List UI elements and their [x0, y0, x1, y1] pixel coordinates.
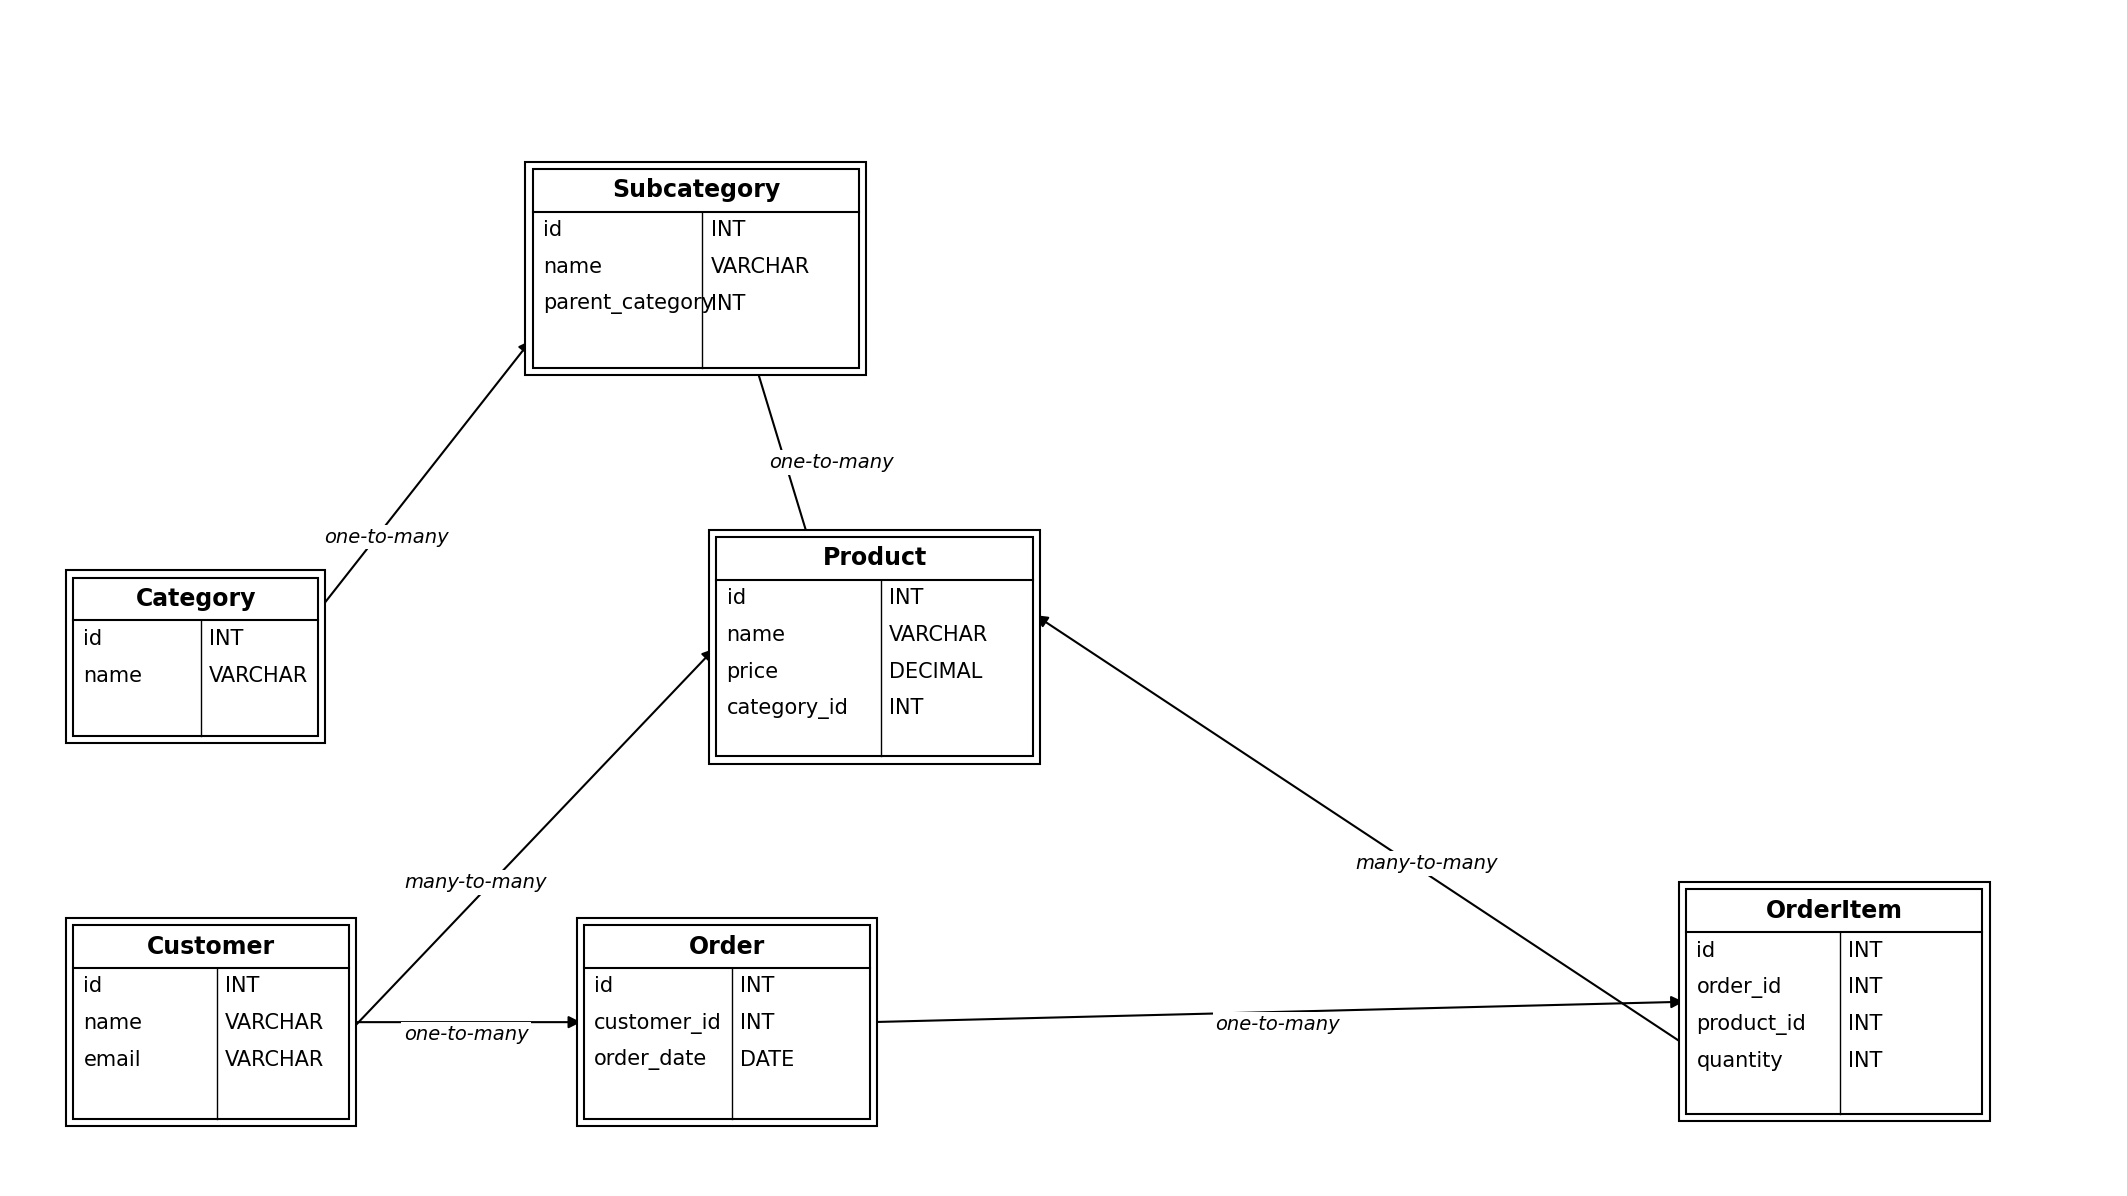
Text: id: id — [727, 588, 747, 608]
Text: one-to-many: one-to-many — [770, 453, 893, 472]
Text: Category: Category — [136, 587, 255, 611]
Bar — [72, 925, 349, 1119]
Text: id: id — [83, 976, 102, 996]
Bar — [583, 925, 870, 1119]
Text: product_id: product_id — [1697, 1014, 1806, 1035]
Text: DATE: DATE — [740, 1050, 795, 1070]
Text: INT: INT — [1848, 1014, 1882, 1035]
Bar — [72, 578, 319, 736]
Text: INT: INT — [710, 294, 744, 313]
Text: one-to-many: one-to-many — [404, 1025, 527, 1044]
Text: one-to-many: one-to-many — [323, 527, 449, 547]
Text: VARCHAR: VARCHAR — [225, 1013, 323, 1033]
Bar — [66, 917, 355, 1127]
Text: quantity: quantity — [1697, 1051, 1782, 1070]
Text: parent_category: parent_category — [542, 294, 715, 313]
Text: Product: Product — [823, 547, 927, 570]
Text: INT: INT — [710, 220, 744, 240]
Text: id: id — [593, 976, 613, 996]
Text: INT: INT — [889, 588, 923, 608]
Bar — [717, 537, 1034, 756]
Text: VARCHAR: VARCHAR — [225, 1050, 323, 1070]
Text: customer_id: customer_id — [593, 1013, 721, 1033]
Text: VARCHAR: VARCHAR — [889, 624, 989, 645]
Text: many-to-many: many-to-many — [404, 873, 547, 892]
Text: INT: INT — [1848, 940, 1882, 960]
Text: INT: INT — [740, 976, 774, 996]
Bar — [532, 169, 859, 368]
Text: many-to-many: many-to-many — [1355, 854, 1497, 873]
Text: Customer: Customer — [147, 934, 274, 958]
Text: VARCHAR: VARCHAR — [208, 666, 308, 685]
Text: INT: INT — [1848, 1051, 1882, 1070]
Text: INT: INT — [1848, 977, 1882, 997]
Text: name: name — [83, 1013, 143, 1033]
Text: VARCHAR: VARCHAR — [710, 257, 810, 276]
Text: price: price — [727, 661, 778, 682]
Bar — [1687, 890, 1982, 1115]
Bar — [1678, 883, 1989, 1122]
Bar — [708, 530, 1040, 763]
Text: id: id — [542, 220, 562, 240]
Bar — [525, 161, 866, 376]
Text: INT: INT — [889, 698, 923, 719]
Text: name: name — [542, 257, 602, 276]
Text: order_date: order_date — [593, 1049, 706, 1070]
Text: Subcategory: Subcategory — [613, 178, 781, 202]
Text: id: id — [83, 629, 102, 649]
Text: email: email — [83, 1050, 140, 1070]
Text: Order: Order — [689, 934, 766, 958]
Text: INT: INT — [740, 1013, 774, 1033]
Text: OrderItem: OrderItem — [1765, 898, 1904, 923]
Text: category_id: category_id — [727, 698, 849, 719]
Text: id: id — [1697, 940, 1716, 960]
Bar — [66, 570, 325, 743]
Text: INT: INT — [208, 629, 242, 649]
Text: name: name — [83, 666, 143, 685]
Text: name: name — [727, 624, 785, 645]
Text: INT: INT — [225, 976, 259, 996]
Text: DECIMAL: DECIMAL — [889, 661, 983, 682]
Bar — [576, 917, 876, 1127]
Text: one-to-many: one-to-many — [1217, 1014, 1340, 1033]
Text: order_id: order_id — [1697, 977, 1782, 997]
